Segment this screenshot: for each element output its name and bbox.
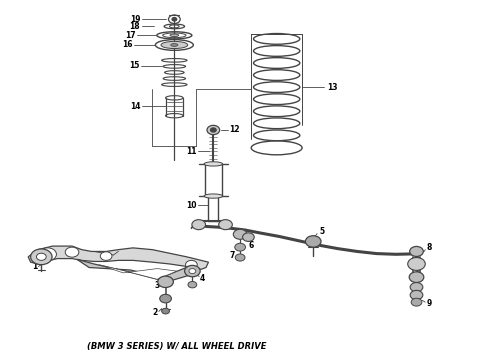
Text: 9: 9 [426, 299, 432, 308]
Text: 3: 3 [154, 281, 160, 290]
Circle shape [219, 220, 232, 230]
Circle shape [160, 294, 172, 303]
Text: 11: 11 [186, 147, 196, 156]
Text: 19: 19 [130, 15, 140, 24]
Ellipse shape [161, 41, 188, 49]
Circle shape [162, 308, 170, 314]
Text: 15: 15 [129, 61, 139, 70]
Circle shape [408, 257, 425, 270]
Ellipse shape [170, 34, 179, 37]
Text: (BMW 3 SERIES) W/ ALL WHEEL DRIVE: (BMW 3 SERIES) W/ ALL WHEEL DRIVE [87, 342, 266, 351]
Circle shape [410, 291, 423, 300]
Circle shape [235, 243, 245, 251]
Circle shape [189, 269, 196, 274]
Ellipse shape [171, 44, 178, 46]
Text: 18: 18 [130, 22, 140, 31]
Text: 8: 8 [426, 243, 432, 252]
Circle shape [100, 252, 112, 260]
Polygon shape [99, 265, 177, 279]
Circle shape [188, 282, 197, 288]
Circle shape [192, 220, 205, 230]
Text: 7: 7 [230, 251, 235, 260]
Ellipse shape [204, 162, 222, 166]
Polygon shape [28, 246, 208, 269]
Text: 12: 12 [229, 126, 240, 135]
Text: 16: 16 [122, 40, 133, 49]
Text: 10: 10 [186, 201, 196, 210]
Ellipse shape [204, 194, 222, 198]
Circle shape [410, 283, 423, 292]
Text: 17: 17 [125, 31, 135, 40]
Text: 14: 14 [130, 102, 140, 111]
Circle shape [305, 236, 321, 247]
Circle shape [409, 272, 424, 283]
Circle shape [158, 276, 173, 288]
Circle shape [410, 247, 423, 256]
Circle shape [235, 254, 245, 261]
Circle shape [210, 128, 216, 132]
Polygon shape [77, 259, 196, 282]
Circle shape [39, 248, 56, 261]
Circle shape [233, 229, 247, 239]
Circle shape [207, 125, 220, 135]
Circle shape [172, 18, 177, 21]
Text: 1: 1 [32, 262, 37, 271]
Text: 6: 6 [249, 240, 254, 249]
Circle shape [30, 249, 52, 265]
Circle shape [65, 247, 79, 257]
Circle shape [186, 260, 197, 269]
Circle shape [411, 298, 422, 306]
Circle shape [185, 265, 200, 277]
Circle shape [243, 233, 254, 242]
Circle shape [36, 253, 46, 260]
Text: 13: 13 [327, 83, 337, 92]
Text: 5: 5 [319, 227, 324, 236]
Text: 2: 2 [152, 308, 157, 317]
Text: 4: 4 [200, 274, 205, 283]
